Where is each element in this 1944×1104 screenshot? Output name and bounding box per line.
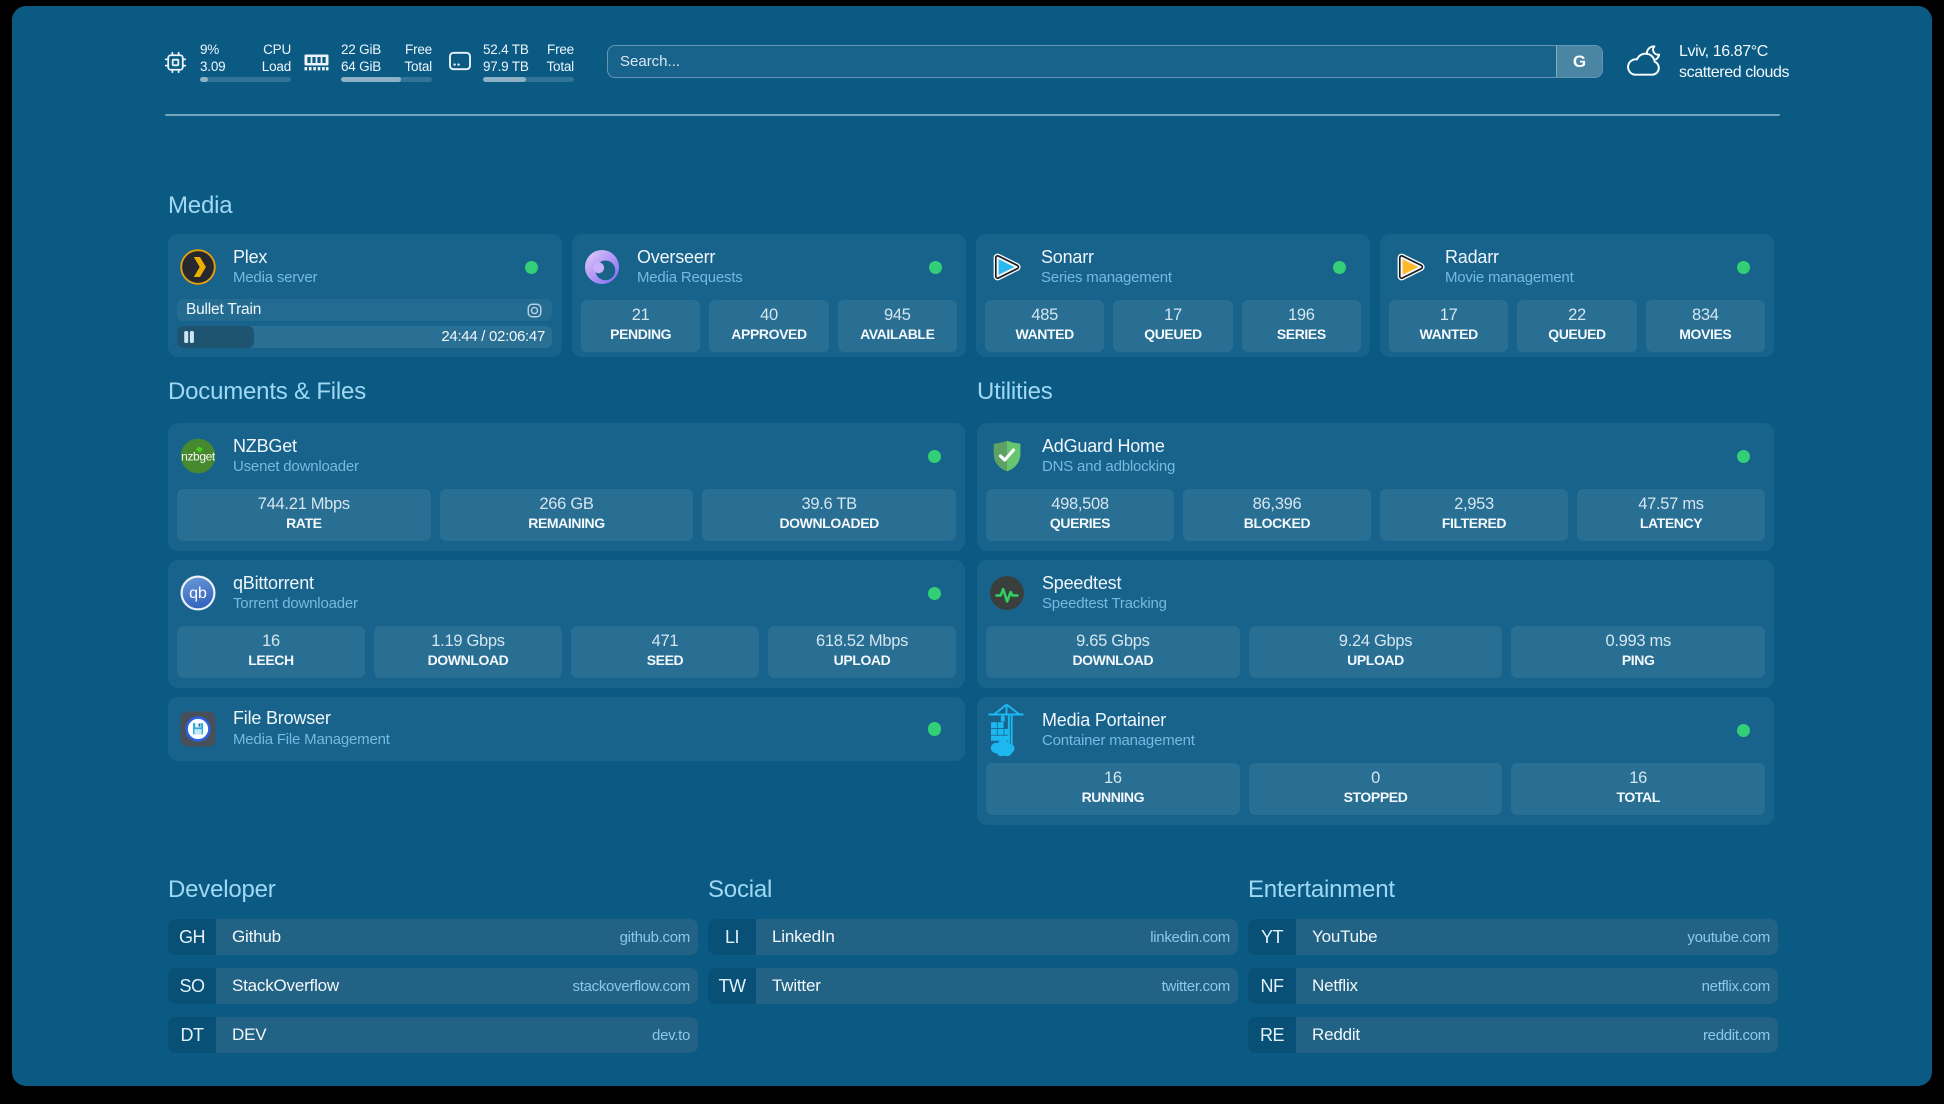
svg-text:nzbget: nzbget — [181, 450, 216, 464]
svg-text:qb: qb — [189, 585, 207, 602]
